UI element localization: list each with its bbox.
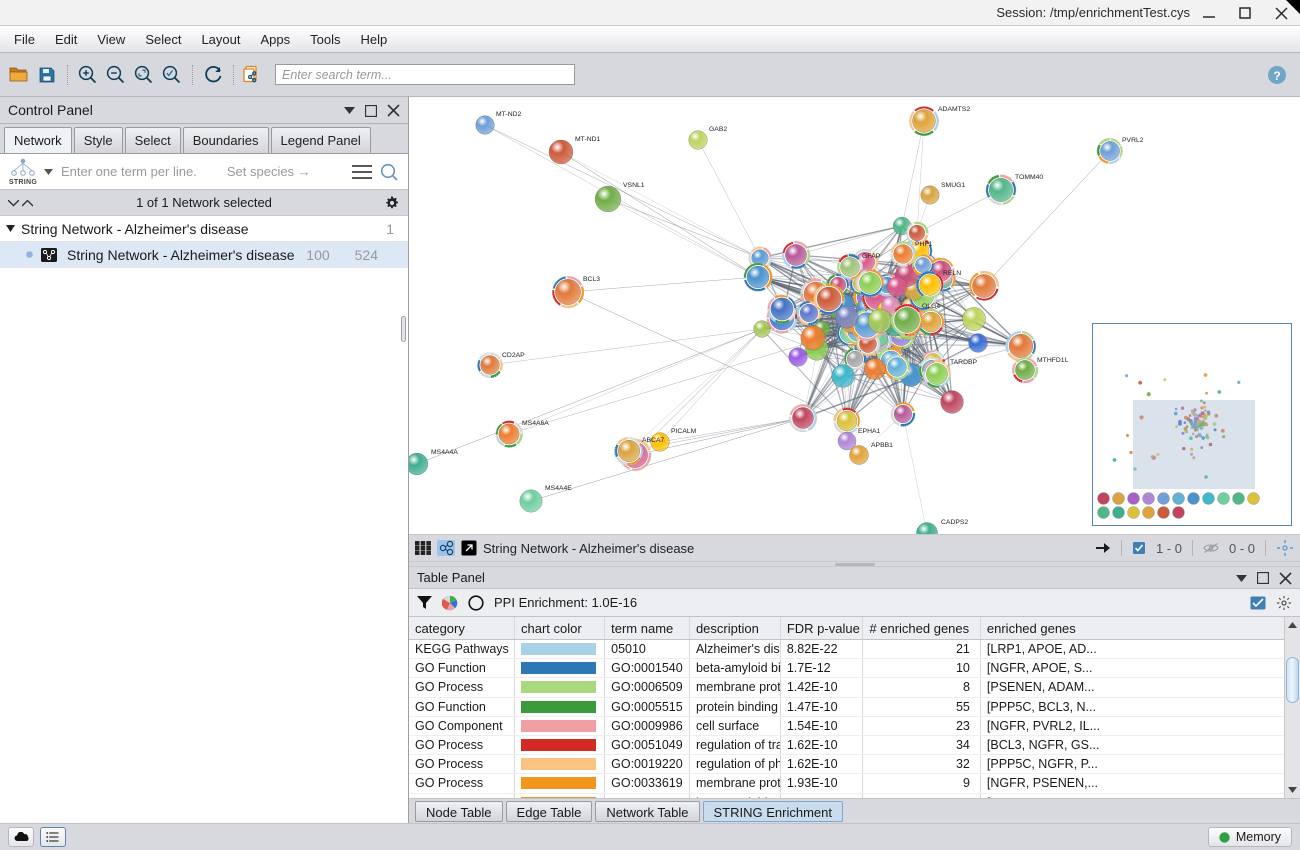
svg-text:APBB1: APBB1 xyxy=(871,442,893,449)
svg-text:CD2AP: CD2AP xyxy=(502,352,525,359)
svg-text:BCL3: BCL3 xyxy=(583,276,600,283)
svg-text:SMUG1: SMUG1 xyxy=(941,182,965,189)
svg-text:?: ? xyxy=(1273,69,1280,83)
svg-text:ADAMTS2: ADAMTS2 xyxy=(938,106,970,113)
svg-text:PHF1: PHF1 xyxy=(915,241,933,248)
svg-text:VSNL1: VSNL1 xyxy=(623,182,645,189)
svg-text:MS4A4E: MS4A4E xyxy=(545,485,572,492)
svg-text:MS4A6A: MS4A6A xyxy=(522,420,549,427)
svg-text:GAB2: GAB2 xyxy=(709,126,727,133)
svg-text:MTHFD1L: MTHFD1L xyxy=(1037,357,1069,364)
svg-text:CADPS2: CADPS2 xyxy=(941,519,968,526)
svg-text:OLG4: OLG4 xyxy=(922,303,940,310)
svg-text:EPHA1: EPHA1 xyxy=(858,428,881,435)
svg-text:MT-ND1: MT-ND1 xyxy=(575,136,601,143)
svg-text:RELN: RELN xyxy=(943,270,961,277)
svg-text:MS4A4A: MS4A4A xyxy=(431,449,458,456)
svg-text:MT-ND2: MT-ND2 xyxy=(496,111,522,118)
svg-text:GFAP: GFAP xyxy=(862,253,881,260)
svg-text:TARDBP: TARDBP xyxy=(950,359,978,366)
svg-text:PVRL2: PVRL2 xyxy=(1122,137,1144,144)
svg-text:ABCA7: ABCA7 xyxy=(642,437,665,444)
svg-text:TOMM40: TOMM40 xyxy=(1015,174,1043,181)
svg-text:PICALM: PICALM xyxy=(671,428,697,435)
